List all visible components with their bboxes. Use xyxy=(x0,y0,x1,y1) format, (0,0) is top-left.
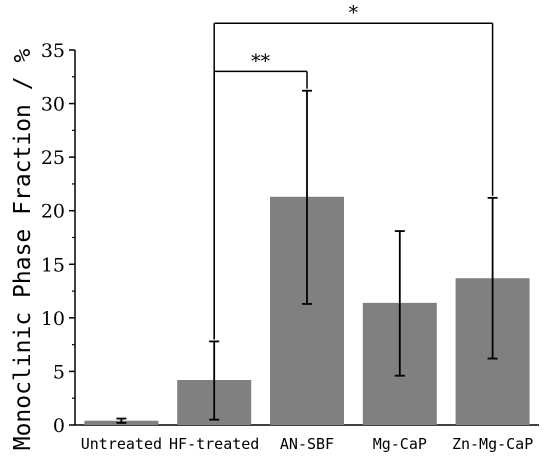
x-tick-label: Untreated xyxy=(81,435,162,453)
y-tick-label: 25 xyxy=(41,147,65,169)
significance-brackets xyxy=(213,22,494,340)
y-axis-title: Monoclinic Phase Fraction / % xyxy=(10,49,36,451)
x-tick-label: HF-treated xyxy=(169,435,259,453)
y-tick-label: 30 xyxy=(41,94,65,116)
y-tick-label: 0 xyxy=(53,415,65,437)
y-tick-label: 35 xyxy=(41,40,65,62)
x-tick-label: AN-SBF xyxy=(280,435,334,453)
y-tick-label: 10 xyxy=(41,308,65,330)
significance-label: ** xyxy=(251,50,271,72)
y-tick-label: 5 xyxy=(53,361,65,383)
significance-label: * xyxy=(349,2,359,24)
x-tick-label: Zn-Mg-CaP xyxy=(452,435,533,453)
y-tick-label: 20 xyxy=(41,201,65,223)
x-tick-label: Mg-CaP xyxy=(373,435,427,453)
error-bars xyxy=(116,89,498,424)
y-tick-label: 15 xyxy=(41,254,65,276)
